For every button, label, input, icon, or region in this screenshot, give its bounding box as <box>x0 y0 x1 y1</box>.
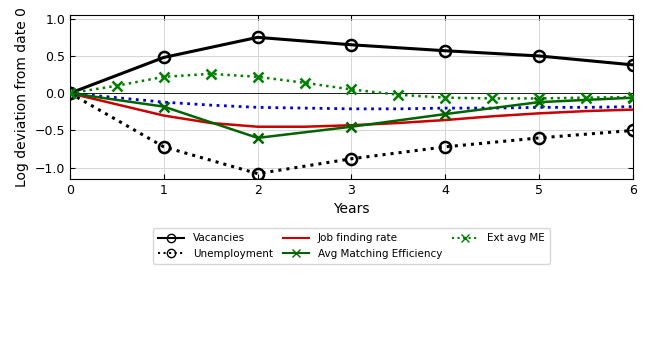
X-axis label: Years: Years <box>333 202 370 216</box>
Legend: Vacancies, Unemployment, Job finding rate, Avg Matching Efficiency, Ext avg ME: Vacancies, Unemployment, Job finding rat… <box>153 228 550 264</box>
Y-axis label: Log deviation from date 0: Log deviation from date 0 <box>15 7 29 187</box>
